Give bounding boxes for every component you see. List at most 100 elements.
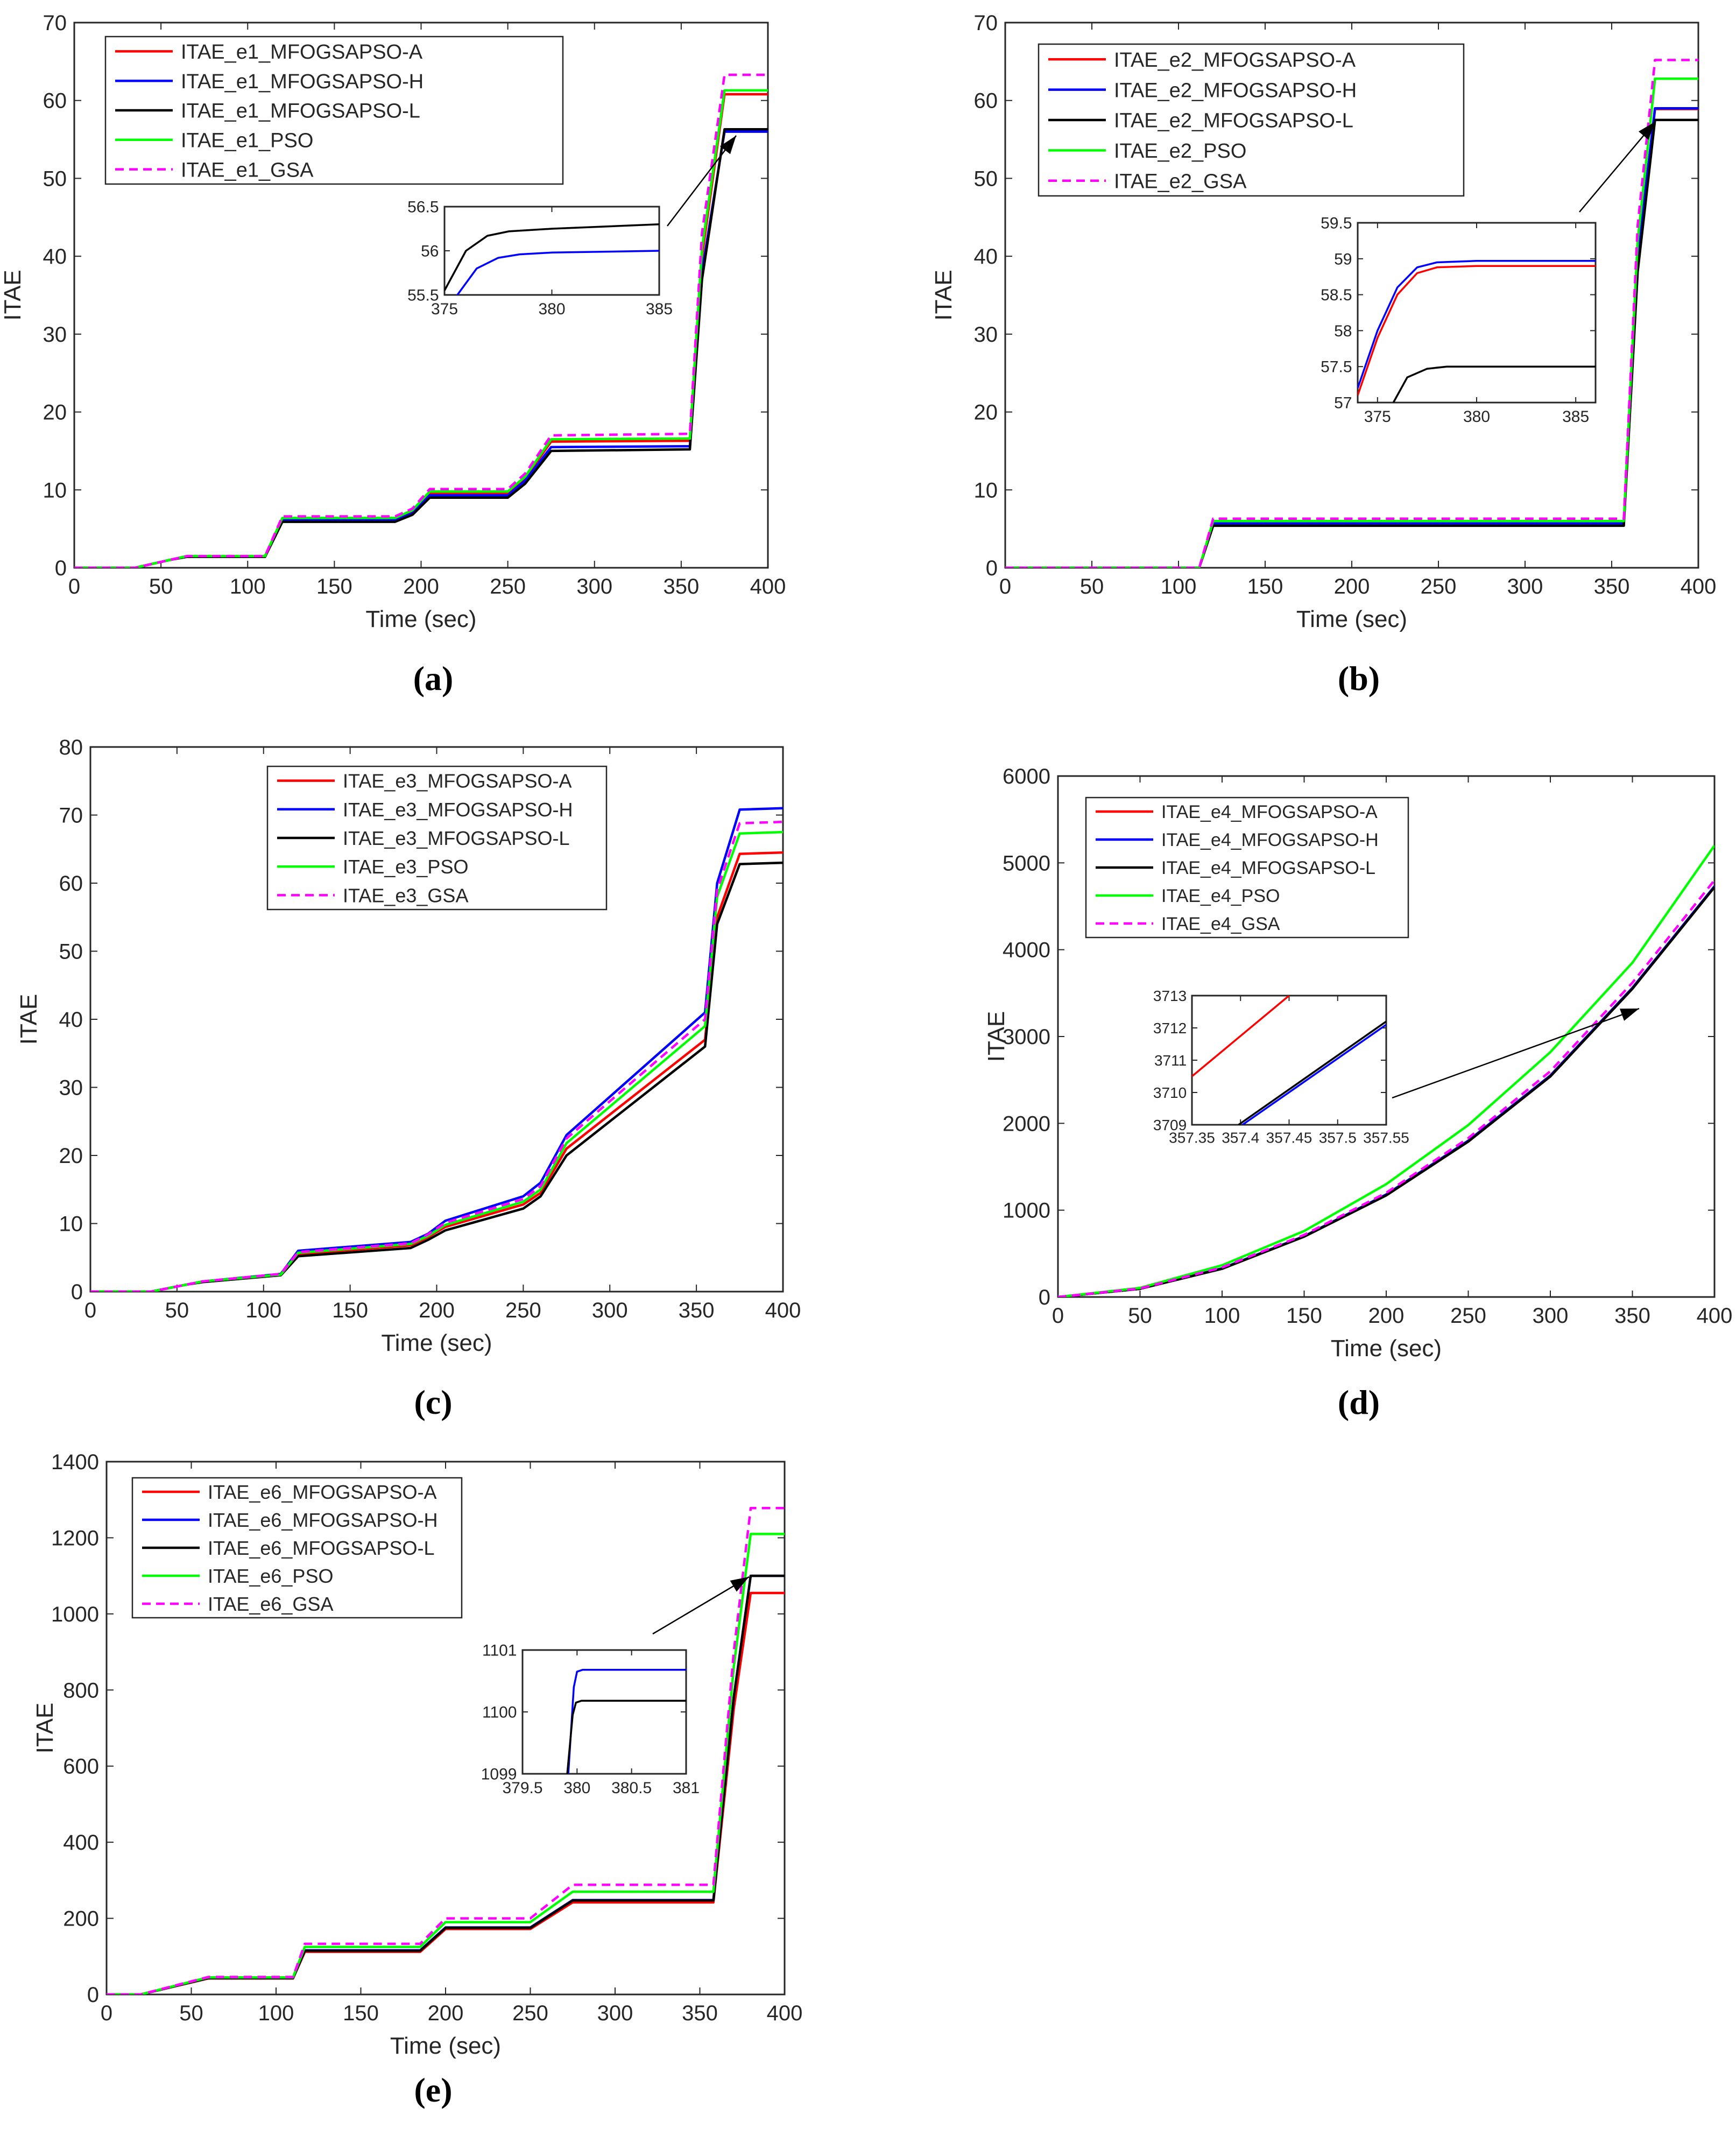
y-axis-label: ITAE [930, 270, 957, 321]
legend-entry: ITAE_e3_GSA [343, 884, 468, 906]
chart-e-x-tick-label: 100 [258, 2001, 294, 2025]
inset-d-y-tick-label: 3713 [1153, 988, 1187, 1004]
chart-b-series-line-pso [1005, 77, 1698, 568]
chart-c: 0 50 100 150 200 250 300 350 400 0 10 20 30 40 50 60 70 8… [16, 736, 801, 1421]
chart-b-x-tick-label: 400 [1681, 575, 1717, 598]
legend-entry: ITAE_e1_GSA [181, 159, 314, 181]
inset-a-y-tick-label: 56 [421, 243, 439, 260]
chart-e-y-tick-label: 0 [87, 1983, 99, 2007]
chart-a-y-tick-label: 70 [43, 11, 67, 35]
chart-b-y-tick-label: 60 [974, 89, 998, 113]
chart-a-y-tick-label: 60 [43, 89, 67, 113]
chart-c-x-tick-label: 200 [419, 1299, 455, 1322]
inset-d-x-tick-label: 357.55 [1363, 1130, 1409, 1146]
chart-b-y-tick-label: 20 [974, 401, 998, 425]
inset-e-x-tick-label: 380.5 [611, 1779, 652, 1797]
chart-c-x-tick-label: 100 [245, 1299, 281, 1322]
legend-entry: ITAE_e3_MFOGSAPSO-A [343, 770, 571, 792]
inset-e-series-line-l [566, 1700, 686, 1774]
y-axis-label: ITAE [0, 270, 26, 321]
chart-d-x-tick-label: 400 [1697, 1304, 1733, 1328]
chart-d-y-tick-label: 3000 [1003, 1025, 1050, 1049]
chart-e-y-tick-label: 1000 [51, 1603, 99, 1626]
chart-e-x-tick-label: 400 [767, 2001, 803, 2025]
chart-e-x-tick-label: 200 [428, 2001, 464, 2025]
chart-b-y-tick-label: 40 [974, 245, 998, 269]
inset-zoom-b: 375 380 385 57 57.5 58 58.5 59 59.5 [1321, 215, 1597, 426]
chart-a-y-tick-label: 20 [43, 401, 67, 425]
chart-d-y-tick-label: 5000 [1003, 851, 1050, 875]
legend-entry: ITAE_e6_MFOGSAPSO-L [208, 1537, 434, 1559]
zoom-arrow-head [719, 136, 736, 154]
chart-c-y-tick-label: 60 [59, 872, 83, 896]
chart-d-x-tick-label: 250 [1450, 1304, 1486, 1328]
chart-a-x-tick-label: 400 [750, 575, 786, 598]
legend-entry: ITAE_e2_MFOGSAPSO-L [1114, 110, 1353, 132]
chart-e-x-tick-label: 350 [682, 2001, 718, 2025]
inset-d-series-line-l [1238, 1020, 1386, 1125]
chart-b-x-tick-label: 0 [999, 575, 1011, 598]
chart-c-y-tick-label: 50 [59, 940, 83, 964]
chart-d-series-line-l [1058, 886, 1714, 1297]
chart-a-x-tick-label: 300 [576, 575, 612, 598]
legend-entry: ITAE_e6_GSA [208, 1593, 333, 1615]
legend-entry: ITAE_e4_MFOGSAPSO-L [1161, 858, 1375, 878]
chart-c-x-tick-label: 50 [165, 1299, 189, 1322]
inset-a-y-tick-label: 55.5 [407, 287, 439, 305]
chart-c-x-tick-label: 150 [332, 1299, 368, 1322]
legend-entry: ITAE_e4_MFOGSAPSO-H [1161, 830, 1379, 850]
inset-e-axes-frame [521, 1649, 687, 1775]
chart-b-x-tick-label: 350 [1594, 575, 1630, 598]
legend-box [1038, 43, 1465, 197]
inset-a-y-tick-label: 56.5 [407, 199, 439, 216]
chart-e-y-tick-label: 1400 [51, 1450, 99, 1474]
inset-d-x-tick-label: 357.45 [1266, 1130, 1312, 1146]
chart-b-x-tick-label: 300 [1507, 575, 1543, 598]
legend-entry: ITAE_e1_MFOGSAPSO-A [181, 41, 423, 64]
legend-entry: ITAE_e6_PSO [208, 1565, 333, 1587]
chart-a-x-tick-label: 100 [230, 575, 266, 598]
inset-e-x-tick-label: 379.5 [502, 1779, 542, 1797]
inset-d-y-tick-label: 3711 [1154, 1052, 1187, 1069]
chart-d-x-tick-label: 300 [1533, 1304, 1569, 1328]
inset-b-x-tick-label: 375 [1364, 408, 1391, 426]
inset-b-y-tick-label: 58.5 [1321, 286, 1352, 304]
chart-a-y-tick-label: 30 [43, 323, 67, 347]
inset-d-series-line-h [1241, 1024, 1386, 1125]
zoom-arrow-head [730, 1577, 749, 1592]
legend-entry: ITAE_e6_MFOGSAPSO-H [208, 1509, 437, 1531]
inset-a-x-tick-label: 375 [431, 300, 458, 318]
legend-entry: ITAE_e2_GSA [1114, 170, 1247, 193]
chart-d-x-tick-label: 0 [1052, 1304, 1064, 1328]
zoom-arrow [1392, 1007, 1640, 1099]
chart-c-y-tick-label: 70 [59, 804, 83, 828]
chart-c-x-tick-label: 250 [505, 1299, 541, 1322]
chart-b-x-tick-label: 150 [1247, 575, 1283, 598]
chart-a-x-tick-label: 150 [316, 575, 352, 598]
x-axis-label: Time (sec) [381, 1330, 492, 1356]
chart-c-y-tick-label: 30 [59, 1076, 83, 1100]
inset-d-x-tick-label: 357.4 [1222, 1130, 1259, 1146]
chart-e-x-tick-label: 150 [343, 2001, 379, 2025]
zoom-arrow-head [1619, 1009, 1639, 1021]
chart-b-x-tick-label: 50 [1080, 575, 1104, 598]
chart-e-y-tick-label: 600 [63, 1755, 99, 1779]
inset-b-x-tick-label: 385 [1562, 408, 1589, 426]
inset-d-y-tick-label: 3709 [1153, 1117, 1187, 1133]
chart-d-y-tick-label: 0 [1039, 1286, 1050, 1309]
inset-b-y-tick-label: 58 [1334, 322, 1352, 340]
chart-e-y-tick-label: 1200 [51, 1526, 99, 1550]
zoom-arrow-head [1638, 122, 1655, 140]
inset-d-y-tick-label: 3712 [1153, 1020, 1187, 1037]
chart-c-x-tick-label: 400 [765, 1299, 801, 1322]
chart-d-x-tick-label: 150 [1286, 1304, 1322, 1328]
chart-b-series-line-gsa [1005, 59, 1698, 568]
chart-d-y-tick-label: 4000 [1003, 939, 1050, 962]
inset-d-y-tick-label: 3710 [1153, 1084, 1187, 1101]
legend-entry: ITAE_e4_MFOGSAPSO-A [1161, 802, 1378, 822]
inset-b-series-line-a [1358, 265, 1596, 396]
zoom-arrow [652, 1576, 750, 1635]
legend-entry: ITAE_e3_MFOGSAPSO-H [343, 799, 573, 821]
legend-entry: ITAE_e1_MFOGSAPSO-H [181, 71, 424, 93]
